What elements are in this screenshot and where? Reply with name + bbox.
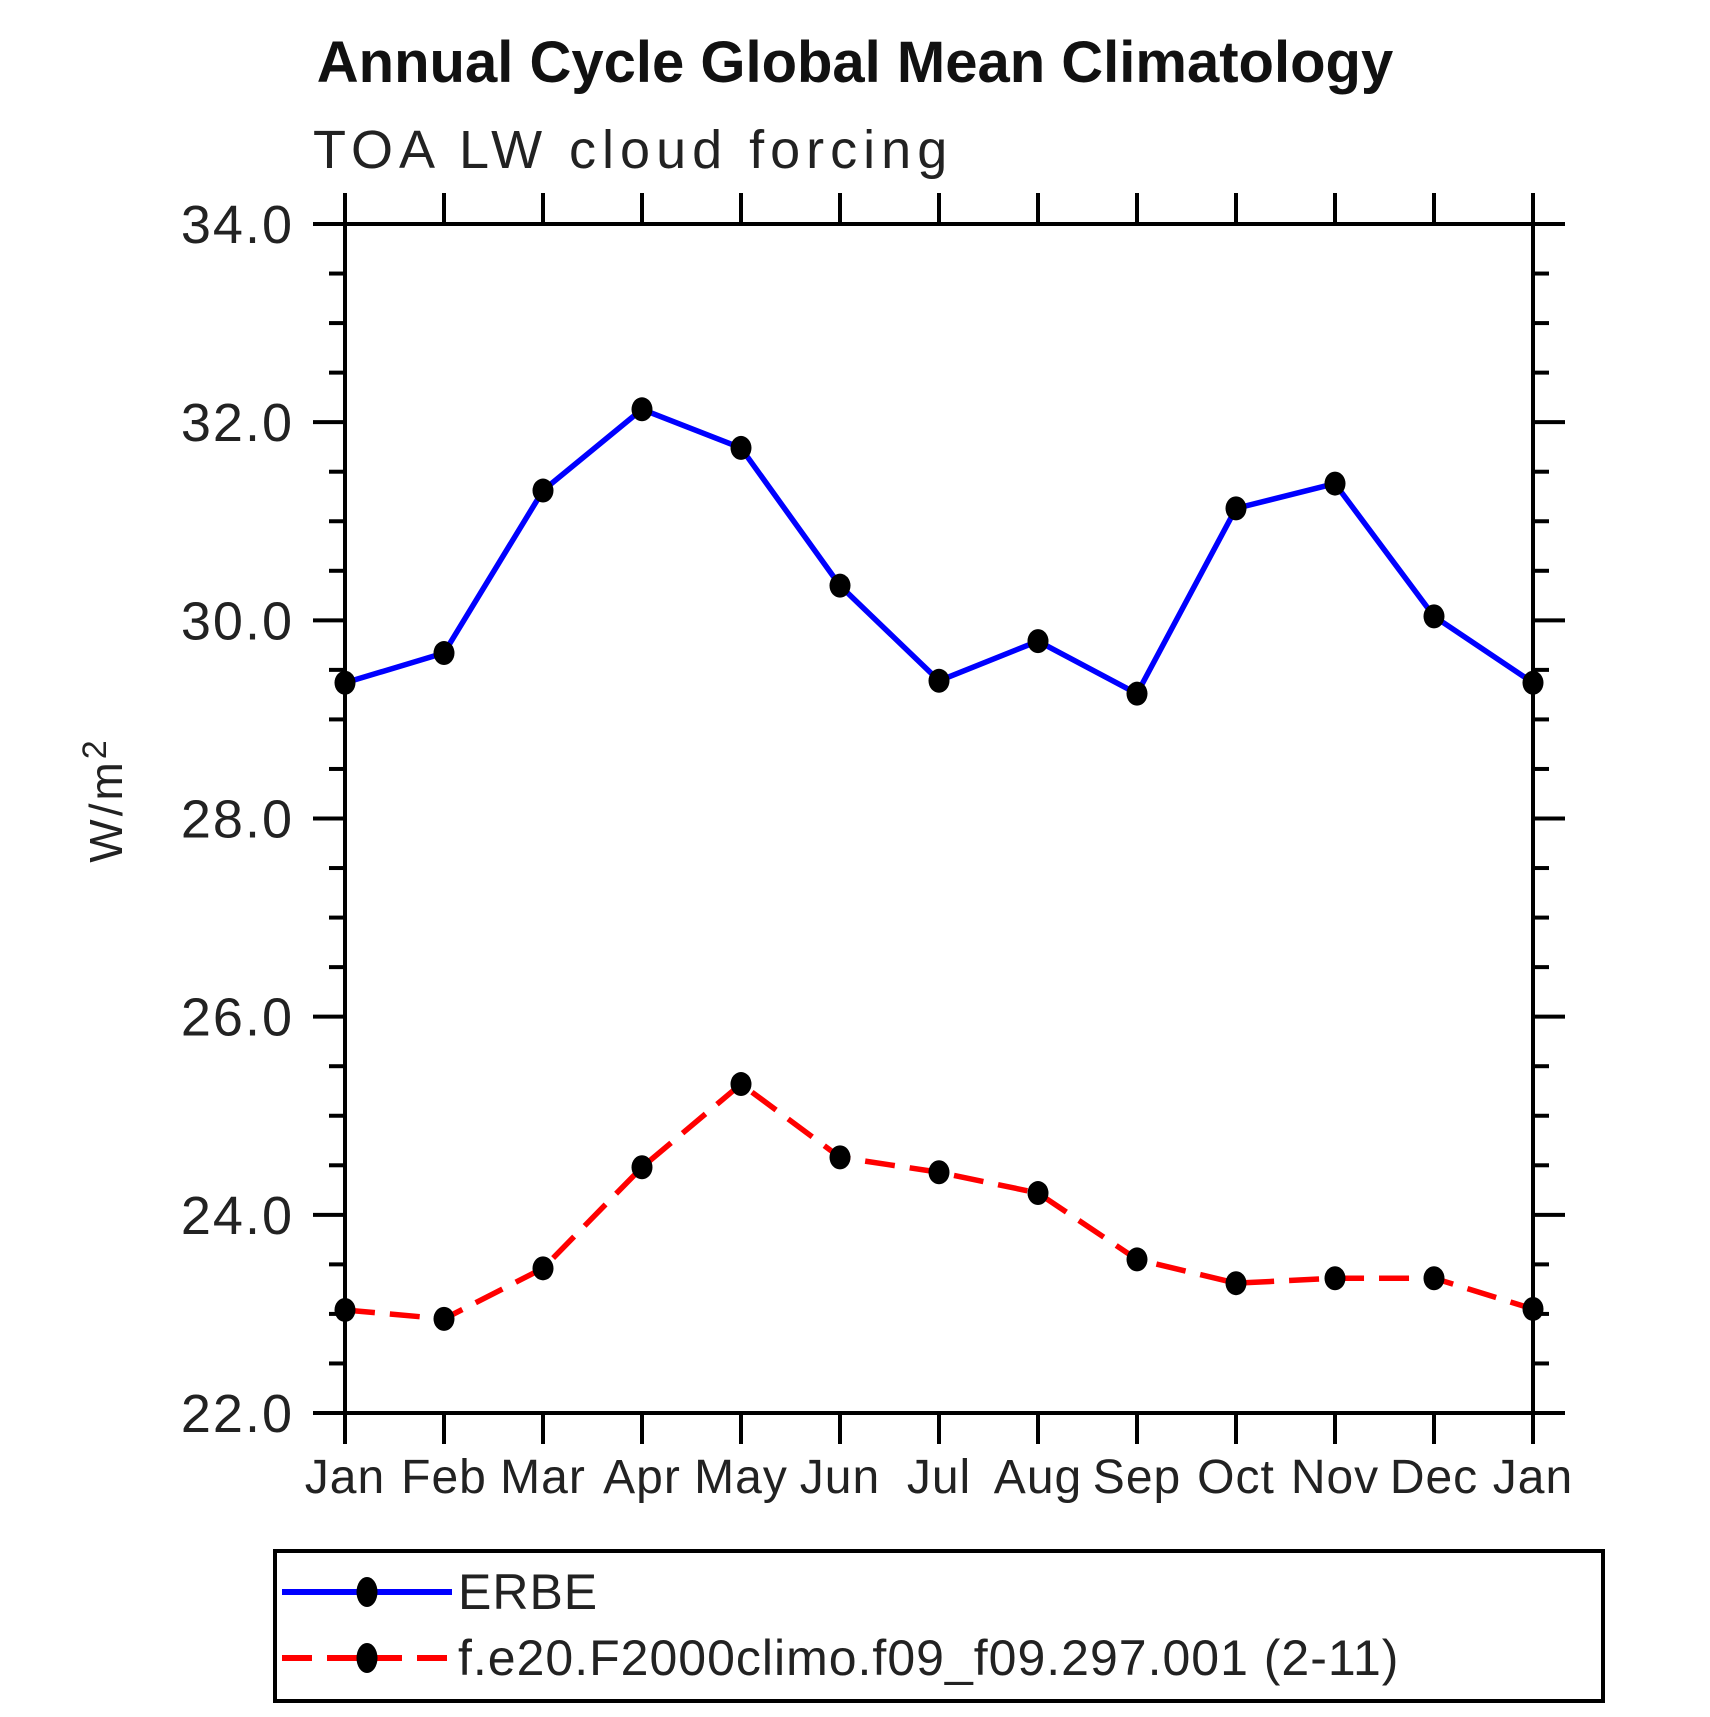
legend-marker-dot: [356, 1643, 378, 1673]
chart-title: Annual Cycle Global Mean Climatology: [317, 30, 1393, 95]
data-point-marker: [1522, 670, 1544, 695]
x-tick-label: Jul: [907, 1451, 971, 1504]
data-point-marker: [1324, 471, 1346, 496]
x-tick-label: Jan: [1493, 1451, 1573, 1504]
y-tick-label: 30.0: [181, 591, 294, 651]
legend-entry-model: f.e20.F2000climo.f09_f09.297.001 (2-11): [282, 1630, 1399, 1686]
data-point-marker: [1423, 1266, 1445, 1291]
legend-border: [273, 1549, 1605, 1703]
data-point-marker: [928, 668, 950, 693]
data-point-marker: [631, 1155, 653, 1180]
y-axis-label-unit: W/m: [80, 759, 132, 863]
x-tick-label: Aug: [994, 1451, 1082, 1504]
data-point-marker: [631, 397, 653, 422]
data-point-marker: [532, 478, 554, 503]
x-tick-label: Jun: [800, 1451, 880, 1504]
data-point-marker: [829, 573, 851, 598]
data-point-marker: [433, 641, 455, 666]
data-point-marker: [334, 670, 356, 695]
y-tick-label: 22.0: [181, 1384, 294, 1444]
series-line-model: [344, 1081, 1534, 1322]
x-tick-label: Oct: [1197, 1451, 1275, 1504]
y-tick-label: 32.0: [181, 393, 294, 453]
y-tick-label: 26.0: [181, 988, 294, 1048]
y-tick-label: 34.0: [181, 195, 294, 255]
data-point-marker: [1225, 496, 1247, 521]
data-point-marker: [730, 435, 752, 460]
x-tick-label: May: [694, 1451, 788, 1504]
data-point-marker: [532, 1256, 554, 1281]
data-point-marker: [1126, 681, 1148, 706]
legend-marker-dot: [356, 1577, 378, 1607]
series-line-erbe: [344, 406, 1535, 697]
legend-box: ERBE f.e20.F2000climo.f09_f09.297.001 (2…: [273, 1549, 1605, 1703]
x-tick-label: Mar: [500, 1451, 586, 1504]
x-tick-label: Nov: [1291, 1451, 1379, 1504]
x-tick-label: Apr: [603, 1451, 681, 1504]
data-point-marker: [1522, 1296, 1544, 1321]
legend-label-model: f.e20.F2000climo.f09_f09.297.001 (2-11): [458, 1630, 1399, 1686]
data-point-marker: [1126, 1247, 1148, 1272]
data-point-marker: [334, 1297, 356, 1322]
y-axis-ticks: 22.0 24.0 26.0 28.0 30.0 32.0 34.0: [181, 195, 1565, 1444]
x-tick-label: Jan: [305, 1451, 385, 1504]
y-tick-label: 24.0: [181, 1186, 294, 1246]
plot-axes: [314, 193, 1564, 1444]
chart-subtitle: TOA LW cloud forcing: [313, 120, 953, 180]
y-axis-label-exponent: 2: [76, 737, 114, 759]
data-point-marker: [1423, 604, 1445, 629]
data-point-marker: [1225, 1271, 1247, 1296]
y-axis-label: W/m2: [76, 737, 132, 862]
data-point-marker: [1324, 1266, 1346, 1291]
data-point-marker: [1027, 629, 1049, 654]
legend-label-erbe: ERBE: [458, 1564, 598, 1620]
y-tick-label: 28.0: [181, 790, 294, 850]
data-point-marker: [928, 1160, 950, 1185]
legend-entry-erbe: ERBE: [282, 1564, 598, 1620]
x-tick-label: Feb: [401, 1451, 487, 1504]
data-point-marker: [829, 1145, 851, 1170]
data-series: [334, 397, 1544, 1331]
x-tick-label: Dec: [1390, 1451, 1478, 1504]
x-tick-label: Sep: [1093, 1451, 1181, 1504]
data-point-marker: [433, 1306, 455, 1331]
data-point-marker: [730, 1072, 752, 1097]
x-axis-ticks: Jan Feb Mar Apr May Jun Jul Aug Sep Oct Nov Dec Jan: [305, 193, 1573, 1504]
data-point-marker: [1027, 1181, 1049, 1206]
